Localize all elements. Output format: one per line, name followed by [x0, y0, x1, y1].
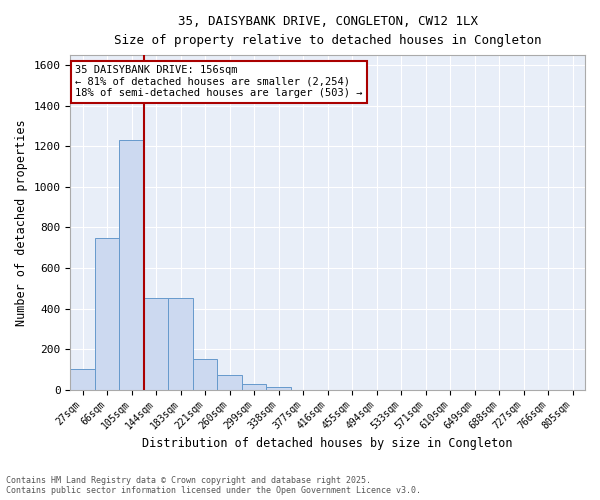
Bar	[266, 386, 291, 390]
Title: 35, DAISYBANK DRIVE, CONGLETON, CW12 1LX
Size of property relative to detached h: 35, DAISYBANK DRIVE, CONGLETON, CW12 1LX…	[114, 15, 541, 47]
Bar	[144, 298, 169, 390]
Text: 35 DAISYBANK DRIVE: 156sqm
← 81% of detached houses are smaller (2,254)
18% of s: 35 DAISYBANK DRIVE: 156sqm ← 81% of deta…	[76, 65, 363, 98]
Bar	[119, 140, 144, 390]
X-axis label: Distribution of detached houses by size in Congleton: Distribution of detached houses by size …	[142, 437, 513, 450]
Text: Contains HM Land Registry data © Crown copyright and database right 2025.
Contai: Contains HM Land Registry data © Crown c…	[6, 476, 421, 495]
Y-axis label: Number of detached properties: Number of detached properties	[15, 119, 28, 326]
Bar	[242, 384, 266, 390]
Bar	[70, 370, 95, 390]
Bar	[169, 298, 193, 390]
Bar	[217, 374, 242, 390]
Bar	[193, 360, 217, 390]
Bar	[95, 238, 119, 390]
